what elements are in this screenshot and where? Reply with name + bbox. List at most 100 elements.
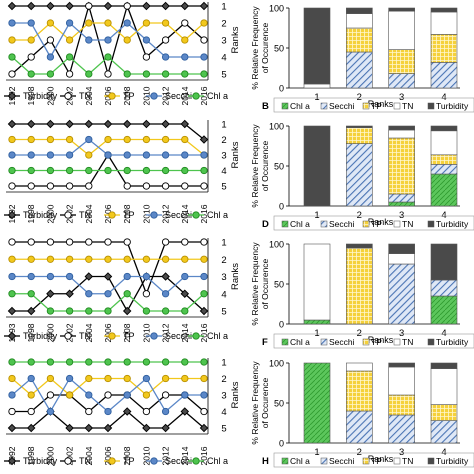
series-point-secchi [161,151,170,159]
year-tick-label: 2006 [103,204,113,223]
bar-segment-tn [303,243,331,321]
series-point-tn [161,36,170,44]
bar-segment-chl-a [388,201,415,207]
series-point-tn [142,182,151,190]
series-point-secchi [161,290,170,298]
legend-label: TP [371,337,382,347]
series-point-chl-a [200,70,208,78]
series-point-turbidity [84,119,94,129]
series-point-secchi [46,407,55,416]
series-point-turbidity [26,306,36,316]
series-point-tp [161,255,170,263]
series-point-chl-a [65,166,74,175]
y-tick-label: 0 [279,439,284,449]
series-point-chl-a [123,358,131,366]
y-tick-label: 0 [279,202,284,212]
bar-segment-turbidity [388,362,415,368]
series-point-chl-a [123,290,131,298]
series-point-tn [123,2,131,10]
line-panel-C: 12345Ranks199219982000200220042006200820… [4,119,241,223]
x-axis-label: Ranks [368,454,394,464]
bar-segment-tp [388,49,415,74]
series-point-chl-a [46,166,55,175]
series-point-tp [8,135,16,144]
x-tick-label: 4 [441,328,446,339]
year-tick-label: 2012 [161,323,171,342]
series-point-tn [123,238,131,246]
bar-segment-tp [346,127,373,144]
legend-swatch [362,338,370,346]
x-axis-label: Ranks [368,217,394,227]
bar-segment-tn [388,366,415,396]
series-point-tp [200,374,208,383]
legend-marker [150,211,158,219]
series-point-chl-a [27,358,35,366]
series-point-tp [181,374,189,383]
year-tick-label: 2000 [45,323,55,342]
bar-segment-secchi [430,279,458,297]
series-point-chl-a [142,358,151,366]
series-point-tn [46,391,55,399]
bar-segment-tp [346,370,373,412]
bar-segment-secchi [430,164,458,175]
series-point-secchi [200,53,208,61]
series-point-turbidity [103,272,113,281]
y-tick-label: 100 [269,240,284,250]
bar-segment-secchi [388,414,415,444]
legend-swatch [427,457,435,465]
series-point-chl-a [104,358,112,366]
series-point-tp [161,19,170,27]
series-point-tp [65,391,74,399]
legend-marker [64,332,72,340]
y-axis-label: % Relative Frequency [250,124,260,208]
series-point-secchi [142,272,151,281]
series-point-chl-a [46,358,55,366]
legend-label: TN [79,456,91,466]
legend-swatch [362,457,370,465]
series-point-chl-a [65,307,74,315]
series-point-tn [142,53,151,61]
series-point-tp [46,255,55,263]
line-panel-E: 12345Ranks199319982000200220042006200820… [4,238,241,342]
legend-label: TN [402,101,413,111]
series-point-turbidity [26,119,36,129]
series-point-turbidity [161,119,170,129]
y-tick-label: 50 [274,162,284,172]
series-point-chl-a [65,358,74,366]
ranks-axis-label: Ranks [230,263,241,290]
series-point-tp [85,19,93,27]
series-point-secchi [8,151,16,159]
series-point-turbidity [199,135,209,144]
series-point-chl-a [85,166,93,175]
x-axis-label: Ranks [368,99,394,109]
x-tick-label: 3 [399,210,404,221]
rank-tick-label: 1 [221,358,226,369]
series-point-turbidity [7,1,17,11]
series-point-turbidity [7,423,17,433]
series-point-chl-a [104,53,112,61]
series-point-chl-a [8,166,16,175]
legend-swatch [393,102,401,110]
series-point-chl-a [65,53,74,61]
x-tick-label: 4 [441,210,446,221]
series-point-tp [104,19,112,27]
series-point-secchi [181,151,189,159]
series-point-turbidity [142,1,151,11]
year-tick-label: 2000 [45,446,55,465]
series-point-secchi [142,36,151,44]
bar-segment-tp [346,27,373,53]
series-point-secchi [65,374,74,383]
bar-segment-secchi [388,193,415,203]
bar-panel-D: 0 50 100 % Relative Frequency of Occurence 1 2… [250,122,474,231]
legend-label: Secchi [165,331,192,341]
panel-letter: B [262,101,269,112]
legend-swatch [427,338,435,346]
legend-label: Chl a [290,219,310,229]
series-point-chl-a [200,166,208,175]
panel-letter: D [262,219,269,230]
legend-swatch [393,338,401,346]
rank-tick-label: 3 [221,391,226,402]
y-tick-label: 50 [274,280,284,290]
series-point-tn [85,182,93,190]
legend-marker [7,331,17,341]
